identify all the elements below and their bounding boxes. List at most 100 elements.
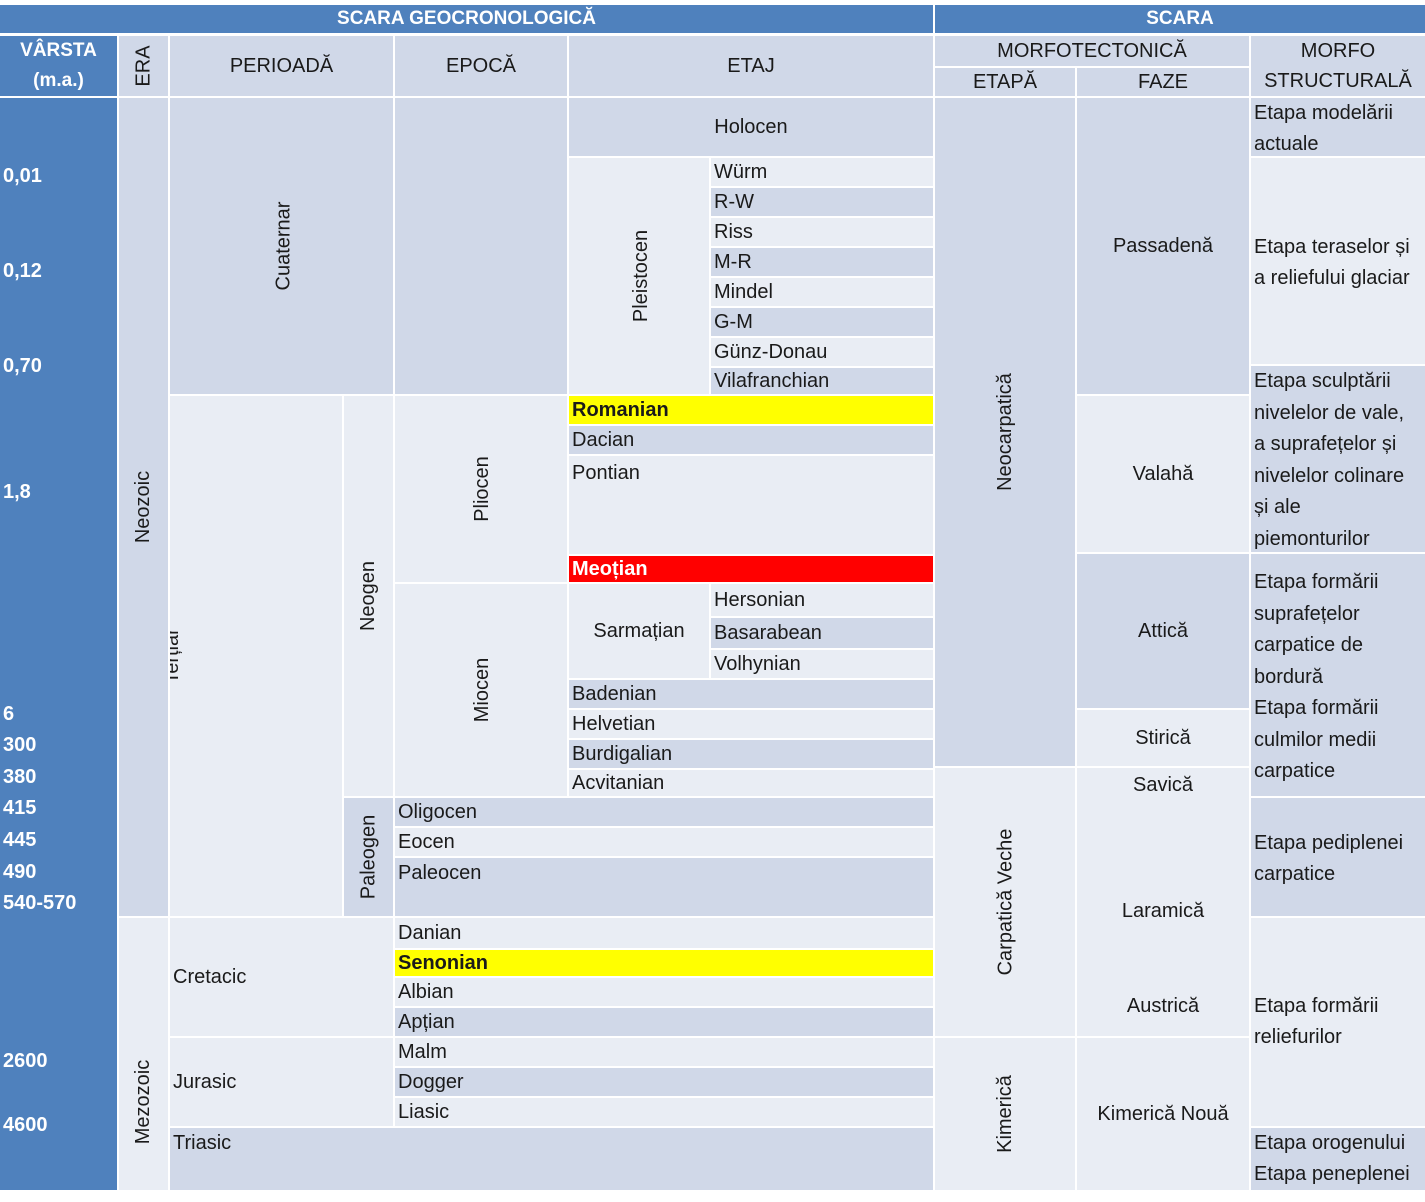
era-mezozoic-label: Mezozoic: [132, 1059, 155, 1145]
header-etaj: ETAJ: [569, 36, 933, 96]
morfo-etapa-orogenului: Etapa orogenului Etapa peneplenei: [1251, 1128, 1425, 1190]
morfo-text-line: a reliefului glaciar: [1254, 267, 1410, 289]
epoch-pleistocen-label: Pleistocen: [630, 229, 652, 323]
stage-acvitanian: Acvitanian: [569, 770, 933, 796]
etapa-carpatica-veche: Carpatică Veche: [935, 768, 1075, 1036]
epoch-pliocen-label: Pliocen: [470, 456, 493, 522]
morfo-text-line: Etapa peneplenei: [1254, 1163, 1410, 1185]
stage-mr: M-R: [711, 248, 933, 276]
stage-rw: R-W: [711, 188, 933, 216]
era-mezozoic: Mezozoic: [119, 918, 168, 1190]
header-morfo-line2: STRUCTURALĂ: [1264, 70, 1412, 92]
morfo-text-line: carpatice: [1254, 863, 1336, 885]
stage-albian: Albian: [395, 978, 933, 1006]
age-label: 540-570: [3, 892, 77, 914]
faza-valaha: Valahă: [1077, 396, 1249, 552]
morfo-text-line: Etapa formării: [1254, 571, 1379, 593]
period-neogen: Neogen: [344, 396, 393, 796]
stage-hersonian: Hersonian: [711, 584, 933, 616]
age-label: 415: [3, 797, 37, 819]
faza-laramica: Laramică: [1121, 900, 1205, 922]
epoch-oligocen: Oligocen: [395, 798, 933, 826]
morfo-text-line: carpatice: [1254, 760, 1336, 782]
age-label: 0,70: [3, 355, 42, 377]
morfo-etapa-modelarii: Etapa modelării actuale: [1251, 98, 1425, 156]
age-label: 2600: [3, 1050, 48, 1072]
stage-wurm: Würm: [711, 158, 933, 186]
header-varsta-unit: (m.a.): [33, 70, 84, 91]
period-cuaternar-label: Cuaternar: [272, 201, 295, 291]
header-varsta-label: VÂRSTA: [20, 40, 97, 61]
header-morfostructurala: MORFO STRUCTURALĂ: [1251, 36, 1425, 96]
faza-austrica: Austrică: [1126, 995, 1200, 1017]
stage-danian: Danian: [395, 918, 933, 948]
stage-dogger: Dogger: [395, 1068, 933, 1096]
header-perioada: PERIOADĂ: [170, 36, 393, 96]
morfo-text-line: Etapa sculptării: [1254, 370, 1391, 392]
etapa-neocarpatica-label: Neocarpatică: [994, 373, 1016, 491]
era-neozoic-label: Neozoic: [132, 470, 155, 544]
morfo-etapa-formarii-reliefurilor: Etapa formării reliefurilor: [1251, 918, 1425, 1126]
morfo-text-line: reliefurilor: [1254, 1026, 1342, 1048]
period-triasic: Triasic: [170, 1128, 933, 1190]
period-cretacic: Cretacic: [170, 918, 393, 1036]
age-label: 380: [3, 766, 37, 788]
stage-riss: Riss: [711, 218, 933, 246]
faza-passadena-label: Passadenă: [1112, 235, 1214, 257]
etapa-carpatica-veche-label: Carpatică Veche: [994, 828, 1017, 976]
faza-savica: Savică: [1132, 774, 1194, 796]
morfo-text-line: Etapa pediplenei: [1254, 832, 1404, 854]
epoch-miocen-label: Miocen: [470, 657, 493, 723]
age-label: 1,8: [3, 481, 31, 503]
morfo-etapa-sculptarii: Etapa sculptării nivelelor de vale, a su…: [1251, 366, 1425, 552]
age-label: 6: [3, 703, 15, 725]
period-paleogen: Paleogen: [344, 798, 393, 916]
age-label: 300: [3, 734, 37, 756]
morfo-etapa-pediplenei: Etapa pediplenei carpatice: [1251, 798, 1425, 916]
faza-passadena: Passadenă: [1077, 98, 1249, 394]
morfo-text-line: nivelelor de vale,: [1254, 401, 1405, 424]
header-epoca: EPOCĂ: [395, 36, 567, 96]
stage-helvetian: Helvetian: [569, 710, 933, 738]
epoch-pleistocen: Pleistocen: [569, 158, 709, 394]
morfo-text-line: piemonturilor: [1254, 527, 1370, 550]
period-tertiar-label: Terțiar: [170, 628, 183, 684]
stage-meotian: Meoțian: [569, 556, 933, 582]
period-cuaternar: Cuaternar: [170, 98, 393, 394]
header-morfo-line1: MORFO: [1300, 40, 1376, 62]
stage-vilafranchian: Vilafranchian: [711, 368, 933, 394]
epoch-cuaternar-empty: [395, 98, 567, 394]
period-tertiar: Terțiar: [170, 396, 342, 916]
morfo-text-line: actuale: [1254, 133, 1319, 155]
morfo-text-line: nivelelor colinare: [1254, 464, 1405, 487]
faza-attica: Attică: [1077, 554, 1249, 708]
period-neogen-label: Neogen: [357, 560, 380, 632]
header-era-label: ERA: [132, 45, 155, 87]
age-column: 0,01 0,12 0,70 1,8 6 300 380 415 445 490…: [0, 98, 117, 1190]
stage-pontian: Pontian: [569, 456, 933, 554]
age-label: 0,01: [3, 165, 42, 187]
morfo-text-line: și ale: [1254, 496, 1301, 518]
epoch-pliocen: Pliocen: [395, 396, 567, 582]
morfo-text-line: Etapa formării: [1254, 697, 1379, 719]
stage-romanian: Romanian: [569, 396, 933, 424]
stage-basarabean: Basarabean: [711, 618, 933, 648]
header-varsta: VÂRSTA (m.a.): [0, 36, 117, 96]
morfo-etapa-teraselor: Etapa teraselor și a reliefului glaciar: [1251, 158, 1425, 364]
stage-sarmatian: Sarmațian: [569, 584, 709, 678]
period-paleogen-label: Paleogen: [357, 814, 380, 900]
morfo-text-line: Etapa teraselor și: [1254, 236, 1410, 258]
header-morfotectonica: MORFOTECTONICĂ: [935, 36, 1249, 66]
stage-liasic: Liasic: [395, 1098, 933, 1126]
stage-dacian: Dacian: [569, 426, 933, 454]
header-etapa: ETAPĂ: [935, 68, 1075, 96]
morfo-text-line: suprafețelor: [1254, 602, 1360, 625]
morfo-text-line: bordură: [1254, 665, 1323, 688]
age-label: 445: [3, 829, 37, 851]
epoch-miocen: Miocen: [395, 584, 567, 796]
morfo-text-line: a suprafețelor și: [1254, 433, 1397, 455]
epoch-paleocen: Paleocen: [395, 858, 933, 916]
etapa-kimerica: Kimerică: [935, 1038, 1075, 1190]
faza-savica-laramica-austrica: Savică Laramică Austrică: [1077, 768, 1249, 1036]
header-era: ERA: [119, 36, 168, 96]
